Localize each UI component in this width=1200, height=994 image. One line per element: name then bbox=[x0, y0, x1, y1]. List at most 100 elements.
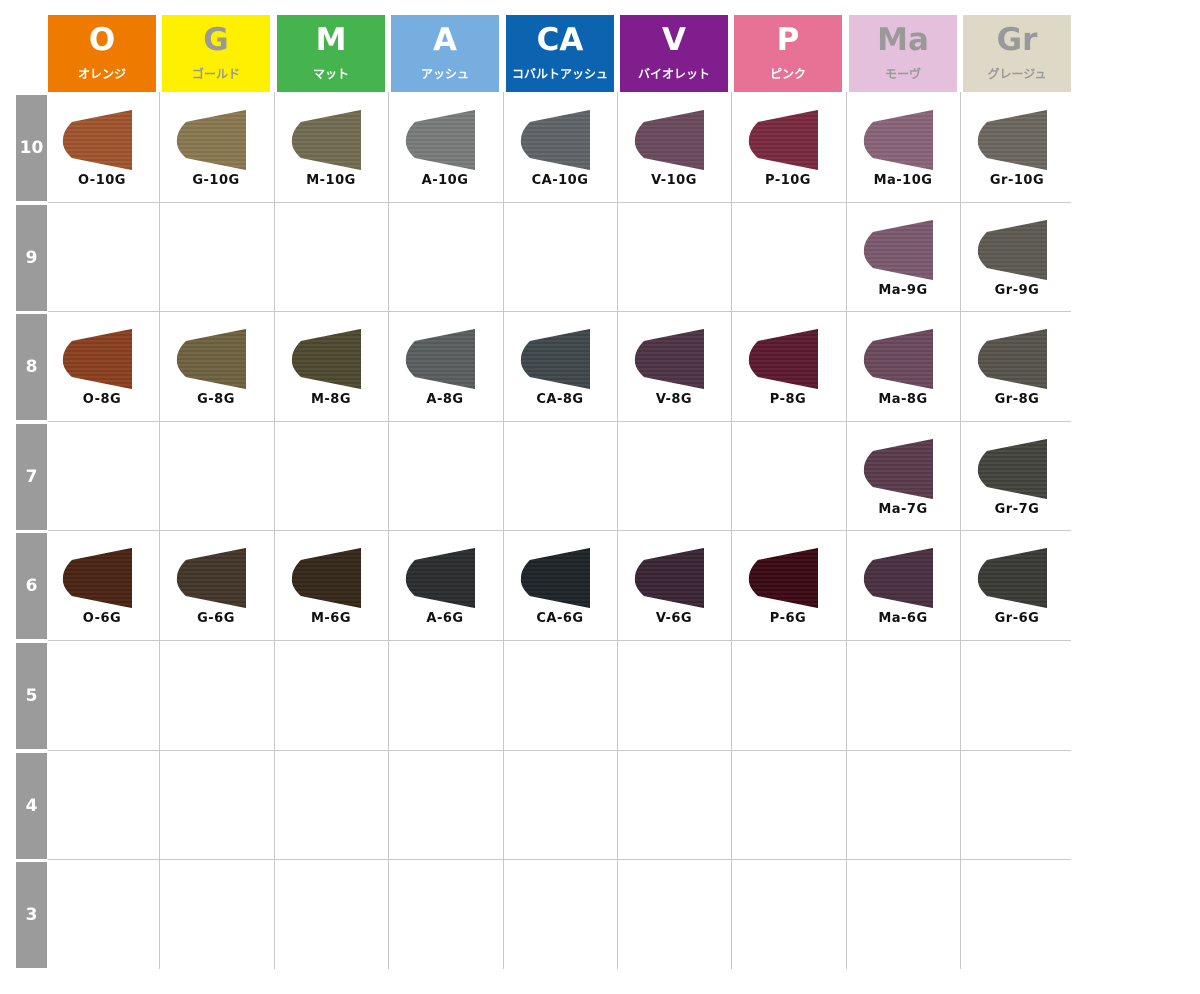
column-name: ゴールド bbox=[191, 67, 240, 81]
hair-swatch bbox=[748, 548, 818, 608]
swatch-cell[interactable]: O-6G bbox=[45, 533, 159, 643]
swatch-label: Ma-7G bbox=[878, 502, 928, 517]
swatch-label: Ma-9G bbox=[878, 283, 928, 298]
swatch-cell[interactable]: Ma-9G bbox=[846, 205, 960, 315]
row-level-label: 10 bbox=[16, 95, 47, 201]
column-header-a: A アッシュ bbox=[391, 15, 499, 92]
swatch-cell[interactable]: Gr-6G bbox=[960, 533, 1074, 643]
swatch-label: A-6G bbox=[426, 611, 464, 626]
column-name: バイオレット bbox=[637, 67, 710, 81]
swatch-cell[interactable]: M-10G bbox=[274, 95, 388, 205]
swatch-label: P-8G bbox=[769, 392, 807, 407]
swatch-cell[interactable]: V-10G bbox=[617, 95, 731, 205]
swatch-cell[interactable]: CA-8G bbox=[503, 314, 617, 424]
column-name: モーヴ bbox=[884, 67, 921, 81]
hair-swatch bbox=[634, 110, 704, 170]
swatch-label: Gr-9G bbox=[994, 283, 1040, 298]
swatch-label: G-10G bbox=[192, 173, 240, 188]
swatch-label: A-10G bbox=[421, 173, 469, 188]
swatch-cell[interactable]: G-10G bbox=[159, 95, 273, 205]
swatch-cell[interactable]: O-10G bbox=[45, 95, 159, 205]
hair-swatch bbox=[977, 220, 1047, 280]
swatch-label: M-8G bbox=[310, 392, 352, 407]
swatch-cell[interactable]: A-10G bbox=[388, 95, 502, 205]
row-divider bbox=[48, 640, 1071, 641]
hair-swatch bbox=[863, 329, 933, 389]
hair-swatch bbox=[176, 110, 246, 170]
swatch-cell[interactable]: Ma-6G bbox=[846, 533, 960, 643]
swatch-label: P-10G bbox=[765, 173, 811, 188]
column-code: CA bbox=[536, 22, 584, 58]
swatch-label: Ma-10G bbox=[873, 173, 933, 188]
column-header-gr: Gr グレージュ bbox=[963, 15, 1071, 92]
swatch-label: O-8G bbox=[82, 392, 122, 407]
column-name: ピンク bbox=[769, 67, 806, 81]
swatch-cell[interactable]: O-8G bbox=[45, 314, 159, 424]
hair-swatch bbox=[176, 548, 246, 608]
hair-swatch bbox=[176, 329, 246, 389]
swatch-cell[interactable]: P-8G bbox=[731, 314, 845, 424]
swatch-cell[interactable]: Gr-7G bbox=[960, 424, 1074, 534]
swatch-cell[interactable]: P-6G bbox=[731, 533, 845, 643]
swatch-label: Ma-8G bbox=[878, 392, 928, 407]
swatch-label: V-10G bbox=[651, 173, 697, 188]
swatch-label: M-10G bbox=[306, 173, 356, 188]
hair-swatch bbox=[977, 439, 1047, 499]
hair-swatch bbox=[977, 548, 1047, 608]
hair-swatch bbox=[748, 329, 818, 389]
row-divider bbox=[48, 750, 1071, 751]
column-name: オレンジ bbox=[77, 67, 126, 81]
hair-swatch bbox=[62, 329, 133, 389]
swatch-label: Ma-6G bbox=[878, 611, 928, 626]
swatch-cell[interactable]: Gr-9G bbox=[960, 205, 1074, 315]
hair-swatch bbox=[977, 329, 1047, 389]
swatch-cell[interactable]: M-8G bbox=[274, 314, 388, 424]
hair-swatch bbox=[863, 110, 933, 170]
row-level-label: 8 bbox=[16, 314, 47, 420]
hair-swatch bbox=[520, 329, 590, 389]
hair-swatch bbox=[748, 110, 818, 170]
swatch-cell[interactable]: V-6G bbox=[617, 533, 731, 643]
swatch-cell[interactable]: V-8G bbox=[617, 314, 731, 424]
column-code: Ma bbox=[877, 22, 929, 58]
column-code: P bbox=[776, 22, 800, 58]
swatch-label: O-10G bbox=[78, 173, 126, 188]
row-divider bbox=[48, 421, 1071, 422]
swatch-label: Gr-10G bbox=[989, 173, 1045, 188]
swatch-label: CA-6G bbox=[536, 611, 584, 626]
row-level-label: 9 bbox=[16, 205, 47, 311]
hair-swatch bbox=[62, 110, 133, 170]
row-divider bbox=[48, 202, 1071, 203]
swatch-cell[interactable]: Ma-7G bbox=[846, 424, 960, 534]
swatch-label: CA-10G bbox=[531, 173, 589, 188]
swatch-cell[interactable]: G-6G bbox=[159, 533, 273, 643]
row-divider bbox=[48, 530, 1071, 531]
swatch-cell[interactable]: M-6G bbox=[274, 533, 388, 643]
hair-swatch bbox=[634, 329, 704, 389]
swatch-label: M-6G bbox=[310, 611, 352, 626]
column-code: M bbox=[315, 22, 347, 58]
column-header-ma: Ma モーヴ bbox=[849, 15, 957, 92]
swatch-label: A-8G bbox=[426, 392, 464, 407]
swatch-cell[interactable]: A-8G bbox=[388, 314, 502, 424]
swatch-cell[interactable]: Ma-10G bbox=[846, 95, 960, 205]
swatch-label: Gr-7G bbox=[994, 502, 1040, 517]
swatch-cell[interactable]: Gr-10G bbox=[960, 95, 1074, 205]
swatch-cell[interactable]: Ma-8G bbox=[846, 314, 960, 424]
swatch-cell[interactable]: P-10G bbox=[731, 95, 845, 205]
column-header-ca: CA コバルトアッシュ bbox=[506, 15, 614, 92]
column-header-m: M マット bbox=[277, 15, 385, 92]
swatch-label: G-8G bbox=[197, 392, 235, 407]
column-name: コバルトアッシュ bbox=[511, 67, 608, 81]
column-code: A bbox=[433, 22, 457, 58]
hair-swatch bbox=[520, 548, 590, 608]
swatch-cell[interactable]: A-6G bbox=[388, 533, 502, 643]
hair-swatch bbox=[405, 548, 475, 608]
swatch-cell[interactable]: CA-10G bbox=[503, 95, 617, 205]
swatch-cell[interactable]: CA-6G bbox=[503, 533, 617, 643]
column-header-o: O オレンジ bbox=[48, 15, 156, 92]
swatch-cell[interactable]: G-8G bbox=[159, 314, 273, 424]
swatch-cell[interactable]: Gr-8G bbox=[960, 314, 1074, 424]
swatch-label: V-6G bbox=[655, 611, 693, 626]
row-level-label: 6 bbox=[16, 533, 47, 639]
